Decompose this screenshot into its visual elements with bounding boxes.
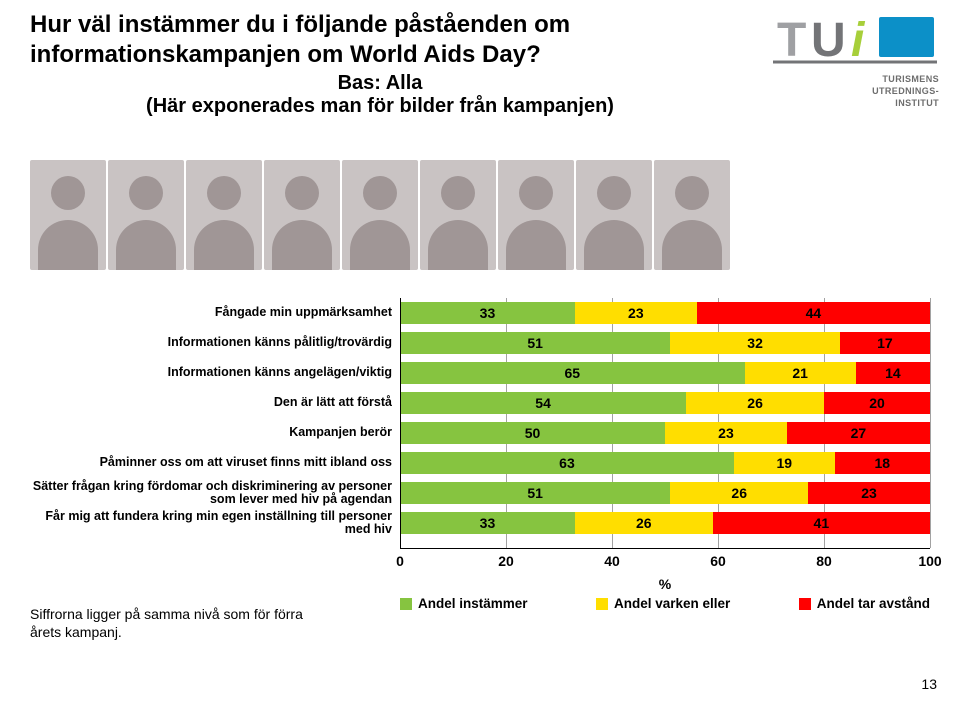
chart-row-bar: 502327 xyxy=(400,422,930,444)
chart-segment-neither: 32 xyxy=(670,332,840,354)
logo-icon: T U i xyxy=(769,12,939,72)
chart-row-bar: 542620 xyxy=(400,392,930,414)
chart-x-tick-label: 60 xyxy=(710,553,726,569)
legend-label: Andel varken eller xyxy=(614,596,730,611)
campaign-face-placeholder xyxy=(654,160,730,270)
chart-area: Fångade min uppmärksamhet332344Informati… xyxy=(30,298,930,658)
legend-swatch xyxy=(596,598,608,610)
legend-label: Andel instämmer xyxy=(418,596,528,611)
chart-segment-agree: 51 xyxy=(400,332,670,354)
campaign-face-placeholder xyxy=(264,160,340,270)
chart-segment-neither: 21 xyxy=(745,362,856,384)
chart-segment-agree: 63 xyxy=(400,452,734,474)
chart-row: Sätter frågan kring fördomar och diskrim… xyxy=(30,478,930,508)
svg-text:i: i xyxy=(851,14,866,67)
campaign-face-placeholder xyxy=(30,160,106,270)
chart-row: Informationen känns pålitlig/trovärdig51… xyxy=(30,328,930,358)
chart-rows: Fångade min uppmärksamhet332344Informati… xyxy=(30,298,930,538)
campaign-face-placeholder xyxy=(576,160,652,270)
legend-label: Andel tar avstånd xyxy=(817,596,930,611)
title-line-2: informationskampanjen om World Aids Day? xyxy=(30,40,730,70)
logo-subtitle-2: UTREDNINGS- xyxy=(769,86,939,96)
chart-row: Den är lätt att förstå542620 xyxy=(30,388,930,418)
legend-swatch xyxy=(400,598,412,610)
chart-segment-disagree: 27 xyxy=(787,422,930,444)
campaign-face-placeholder xyxy=(498,160,574,270)
chart-x-tick-label: 80 xyxy=(816,553,832,569)
logo-subtitle-1: TURISMENS xyxy=(769,74,939,84)
chart-segment-disagree: 14 xyxy=(856,362,930,384)
chart-row-label: Informationen känns angelägen/viktig xyxy=(30,366,400,379)
chart-row-label: Sätter frågan kring fördomar och diskrim… xyxy=(30,480,400,506)
campaign-face-placeholder xyxy=(108,160,184,270)
chart-segment-disagree: 41 xyxy=(713,512,930,534)
chart-segment-neither: 23 xyxy=(575,302,697,324)
chart-x-title: % xyxy=(400,576,930,592)
chart-segment-agree: 33 xyxy=(400,302,575,324)
chart-segment-neither: 19 xyxy=(734,452,835,474)
chart-segment-neither: 26 xyxy=(575,512,713,534)
chart-x-tick-label: 100 xyxy=(918,553,941,569)
chart-segment-neither: 26 xyxy=(686,392,824,414)
chart-segment-neither: 26 xyxy=(670,482,808,504)
campaign-photo-strip xyxy=(30,160,730,270)
chart-row-bar: 513217 xyxy=(400,332,930,354)
svg-text:T: T xyxy=(777,14,806,67)
legend-item-disagree: Andel tar avstånd xyxy=(799,596,930,611)
chart-row-bar: 512623 xyxy=(400,482,930,504)
subtitle-note: (Här exponerades man för bilder från kam… xyxy=(30,95,730,118)
chart-segment-agree: 65 xyxy=(400,362,745,384)
legend-item-neither: Andel varken eller xyxy=(596,596,730,611)
chart-legend: Andel instämmer Andel varken eller Andel t… xyxy=(400,596,930,611)
chart-row: Informationen känns angelägen/viktig6521… xyxy=(30,358,930,388)
chart-gridline xyxy=(930,298,931,548)
chart-segment-disagree: 23 xyxy=(808,482,930,504)
chart-row-bar: 332641 xyxy=(400,512,930,534)
chart-row: Får mig att fundera kring min egen instä… xyxy=(30,508,930,538)
svg-text:U: U xyxy=(811,14,846,67)
logo-subtitle-3: INSTITUT xyxy=(769,98,939,108)
campaign-face-placeholder xyxy=(420,160,496,270)
legend-item-agree: Andel instämmer xyxy=(400,596,528,611)
brand-logo: T U i TURISMENS UTREDNINGS- INSTITUT xyxy=(769,12,939,108)
title-block: Hur väl instämmer du i följande påståend… xyxy=(30,10,730,118)
chart-segment-neither: 23 xyxy=(665,422,787,444)
campaign-face-placeholder xyxy=(186,160,262,270)
chart-segment-disagree: 18 xyxy=(835,452,930,474)
chart-x-tick-label: 0 xyxy=(396,553,404,569)
chart-x-tick-label: 40 xyxy=(604,553,620,569)
chart-row-label: Informationen känns pålitlig/trovärdig xyxy=(30,336,400,349)
legend-swatch xyxy=(799,598,811,610)
chart-row: Fångade min uppmärksamhet332344 xyxy=(30,298,930,328)
chart-segment-agree: 50 xyxy=(400,422,665,444)
title-line-1: Hur väl instämmer du i följande påståend… xyxy=(30,10,730,40)
page-number: 13 xyxy=(921,676,937,692)
subtitle-base: Bas: Alla xyxy=(30,72,730,95)
chart-row: Påminner oss om att viruset finns mitt i… xyxy=(30,448,930,478)
chart-x-tick-label: 20 xyxy=(498,553,514,569)
chart-segment-agree: 54 xyxy=(400,392,686,414)
slide: Hur väl instämmer du i följande påståend… xyxy=(0,0,959,702)
chart-row-label: Fångade min uppmärksamhet xyxy=(30,306,400,319)
chart-segment-agree: 33 xyxy=(400,512,575,534)
chart-row-bar: 631918 xyxy=(400,452,930,474)
chart-segment-disagree: 17 xyxy=(840,332,930,354)
chart-row: Kampanjen berör502327 xyxy=(30,418,930,448)
chart-row-bar: 652114 xyxy=(400,362,930,384)
chart-row-label: Får mig att fundera kring min egen instä… xyxy=(30,510,400,536)
chart-segment-disagree: 20 xyxy=(824,392,930,414)
chart-row-label: Kampanjen berör xyxy=(30,426,400,439)
chart-row-label: Den är lätt att förstå xyxy=(30,396,400,409)
chart-row-bar: 332344 xyxy=(400,302,930,324)
campaign-face-placeholder xyxy=(342,160,418,270)
chart-row-label: Påminner oss om att viruset finns mitt i… xyxy=(30,456,400,469)
footnote-text: Siffrorna ligger på samma nivå som för f… xyxy=(30,605,330,641)
chart-segment-agree: 51 xyxy=(400,482,670,504)
chart-segment-disagree: 44 xyxy=(697,302,930,324)
